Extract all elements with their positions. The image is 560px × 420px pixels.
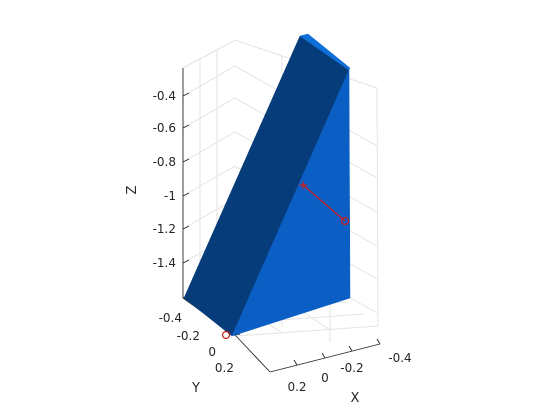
x-tick-label: -0.2 [340,361,363,375]
annotations [221,181,350,340]
front-face [231,69,351,337]
x-tick-mark [321,352,326,359]
red-circle-marker [340,216,350,226]
y-tick-label: 0 [208,345,216,359]
y-tick-label: 0.2 [215,361,234,375]
z-tick-label: -1.2 [153,222,176,236]
z-tick-mark [182,192,190,197]
z-tick-mark [182,92,190,97]
z-tick-label: -0.8 [153,155,176,169]
z-tick-label: -0.4 [153,89,176,103]
z-axis-label: Z [125,185,140,194]
y-tick-label: -0.4 [159,311,182,325]
y-axis-label: Y [191,381,200,396]
x-axis-label: X [351,391,360,406]
x-tick-mark [376,338,381,345]
z-tick-label: -1 [164,189,176,203]
z-tick-mark [182,158,190,163]
top-face [299,33,351,71]
red-plus-marker [299,181,307,189]
x-tick-label: 0.2 [287,380,306,394]
x-tick-label: -0.4 [388,351,411,365]
z-tick-label: -1.4 [153,256,176,270]
wedge-solid [183,33,351,337]
floor-front-edge [235,325,379,337]
z-tick-label: -0.6 [153,121,176,135]
z-tick-mark [182,225,190,230]
z-tick-mark [182,124,190,129]
axes: -0.4 -0.6 -0.8 -1 -1.2 -1.4 -0.4 -0.2 0 0.2 0.2 0 -0… [153,68,412,394]
red-circle-marker-origin [221,330,231,340]
x-tick-label: 0 [321,371,329,385]
x-axis-line-lower [235,335,271,373]
x-tick-mark [348,345,353,352]
x-tick-mark [293,359,298,366]
z-tick-mark [182,259,190,264]
red-segment-line [302,184,346,222]
y-tick-label: -0.2 [177,329,200,343]
